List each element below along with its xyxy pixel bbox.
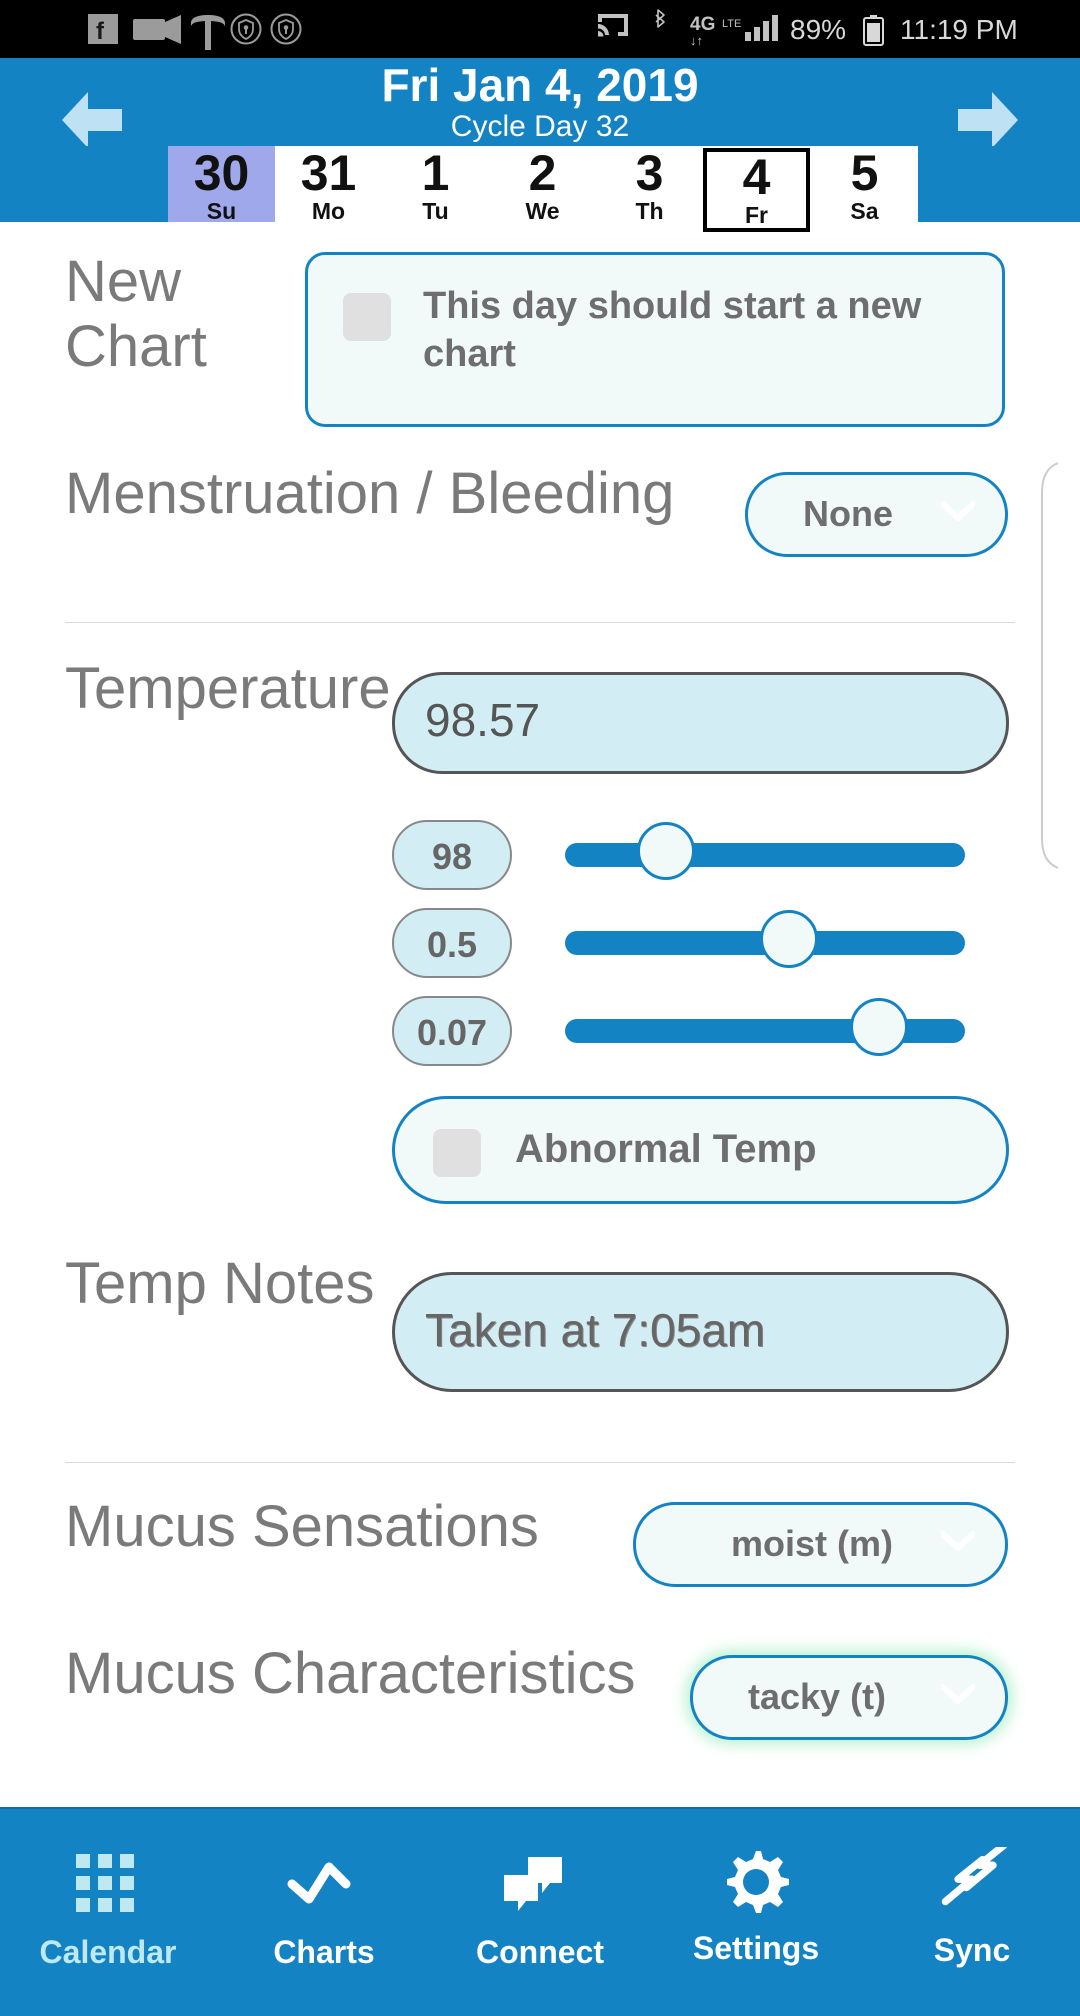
svg-text:f: f	[96, 18, 105, 45]
svg-text:LTE: LTE	[722, 18, 741, 30]
svg-text:11:19 PM: 11:19 PM	[900, 14, 1018, 45]
svg-text:89%: 89%	[790, 14, 846, 45]
svg-text:4G: 4G	[690, 14, 715, 35]
svg-text:↓↑: ↓↑	[690, 33, 703, 48]
